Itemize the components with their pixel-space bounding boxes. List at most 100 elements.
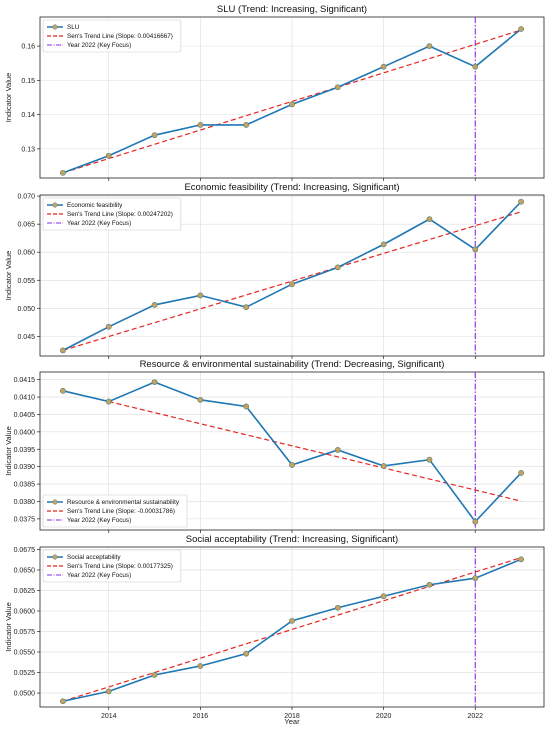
data-point [380, 241, 387, 248]
y-tick-label: 0.0375 [14, 516, 36, 523]
legend-trend-label: Sen's Trend Line (Slope: -0.00031786) [67, 508, 175, 515]
legend-trend-label: Sen's Trend Line (Slope: 0.00247202) [67, 211, 173, 218]
legend-series-marker [52, 499, 58, 505]
y-axis-label: Indicator Value [4, 426, 13, 475]
y-axis-label: Indicator Value [4, 602, 13, 651]
panel-1: SLU (Trend: Increasing, Significant) 0.13… [4, 4, 545, 181]
y-tick-label: 0.0675 [14, 547, 36, 554]
data-point [105, 323, 112, 330]
y-tick-label: 0.060 [17, 250, 35, 257]
data-point [426, 581, 433, 588]
y-tick-label: 0.0500 [14, 691, 36, 698]
legend-series-label: Resource & environmental sustainability [67, 499, 180, 506]
y-tick-label: 0.0625 [14, 588, 36, 595]
legend-series-label: Social acceptability [67, 554, 121, 561]
legend-series-label: SLU [67, 24, 80, 31]
panel-4: Social acceptability (Trend: Increasing,… [4, 534, 545, 720]
data-point [472, 246, 479, 253]
y-axis-label: Indicator Value [4, 251, 13, 300]
data-point [334, 447, 341, 453]
data-point [243, 650, 250, 657]
data-point [243, 122, 250, 128]
data-point [60, 169, 66, 176]
data-point [472, 63, 479, 70]
y-tick-label: 0.0650 [14, 567, 36, 574]
legend-trend-label: Sen's Trend Line (Slope: 0.00416667) [67, 33, 173, 40]
y-tick-label: 0.045 [17, 334, 35, 341]
legend-series-marker [52, 202, 58, 208]
data-point [243, 403, 250, 410]
panel-title: Economic feasibility (Trend: Increasing,… [184, 182, 399, 193]
data-point [60, 387, 66, 394]
data-point [151, 672, 158, 678]
data-point [105, 398, 112, 405]
data-point [426, 43, 433, 50]
legend-series-marker [52, 24, 58, 30]
data-point [197, 396, 204, 403]
data-point [518, 198, 524, 205]
y-tick-label: 0.0390 [14, 464, 36, 471]
legend: SLU Sen's Trend Line (Slope: 0.00416667) Y… [42, 19, 182, 53]
data-point [426, 456, 433, 463]
y-tick-label: 0.0575 [14, 629, 36, 636]
data-point [151, 379, 158, 385]
x-tick-label: 2014 [101, 713, 117, 720]
data-point [472, 518, 479, 525]
data-point [334, 84, 341, 91]
data-point [197, 122, 204, 128]
legend-box [42, 494, 188, 528]
legend-box [42, 19, 182, 53]
data-point [334, 264, 341, 271]
y-tick-label: 0.14 [21, 112, 35, 119]
x-tick-label: 2016 [193, 713, 209, 720]
sen-trend-line [108, 400, 522, 502]
data-point [60, 347, 66, 354]
y-tick-label: 0.0410 [14, 395, 36, 402]
y-tick-label: 0.070 [17, 194, 35, 201]
y-axis-label: Indicator Value [4, 73, 13, 122]
y-tick-label: 0.0600 [14, 609, 36, 616]
data-point [518, 470, 524, 476]
data-point [380, 593, 387, 600]
legend-year-label: Year 2022 (Key Focus) [67, 220, 131, 227]
data-point [380, 463, 387, 469]
panel-title: SLU (Trend: Increasing, Significant) [217, 4, 367, 15]
data-point [151, 302, 158, 308]
y-tick-label: 0.0550 [14, 650, 36, 657]
data-point [151, 132, 158, 139]
panel-title: Social acceptability (Trend: Increasing,… [186, 534, 398, 545]
data-point [105, 152, 112, 159]
legend-series-label: Economic feasibility [67, 202, 123, 209]
legend-year-label: Year 2022 (Key Focus) [67, 42, 131, 49]
data-point [518, 26, 524, 32]
legend-box [42, 197, 182, 231]
y-tick-label: 0.0415 [14, 377, 36, 384]
data-point [105, 688, 112, 695]
data-point [289, 462, 295, 468]
y-tick-label: 0.0395 [14, 447, 36, 454]
data-point [518, 556, 524, 563]
panel-3: Resource & environmental sustainability … [4, 359, 545, 533]
legend: Resource & environmental sustainability S… [42, 494, 188, 528]
panel-title: Resource & environmental sustainability … [140, 359, 445, 370]
legend-series-marker [52, 554, 58, 560]
data-point [334, 604, 341, 611]
data-point [380, 63, 387, 70]
x-tick-label: 2018 [284, 713, 300, 720]
data-point [60, 698, 66, 705]
y-tick-label: 0.0525 [14, 670, 36, 677]
data-point [289, 281, 295, 288]
legend: Social acceptability Sen's Trend Line (Sl… [42, 549, 182, 583]
y-tick-label: 0.13 [21, 146, 35, 153]
y-tick-label: 0.15 [21, 78, 35, 85]
y-tick-label: 0.055 [17, 278, 35, 285]
data-point [243, 304, 250, 311]
data-point [289, 617, 295, 624]
data-point [197, 292, 204, 299]
legend-trend-label: Sen's Trend Line (Slope: 0.00177325) [67, 563, 173, 570]
y-tick-label: 0.16 [21, 44, 35, 51]
data-point [426, 216, 433, 223]
y-tick-label: 0.0405 [14, 412, 36, 419]
